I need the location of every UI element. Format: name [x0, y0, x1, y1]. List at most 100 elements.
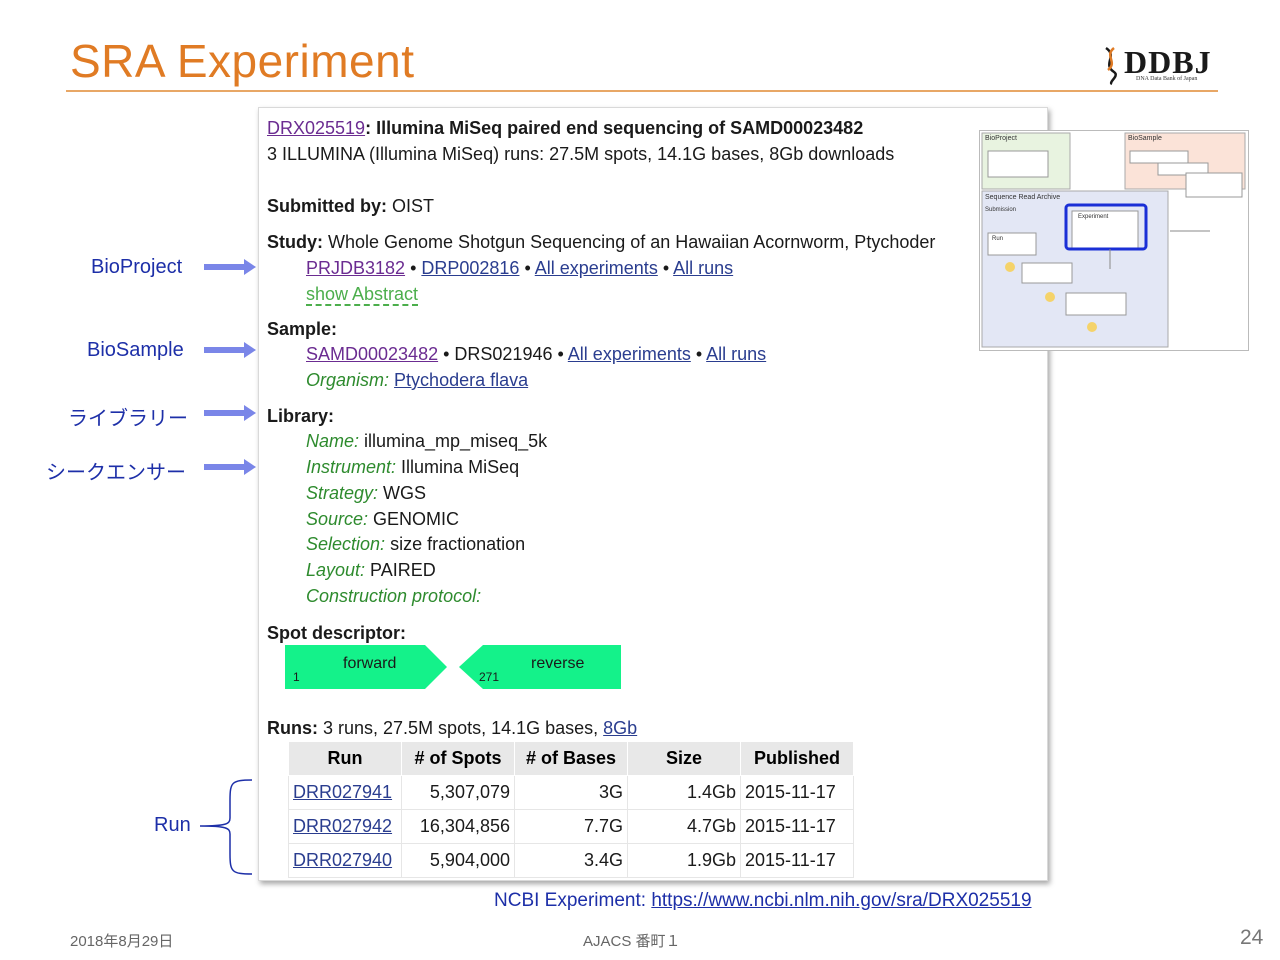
separator: •	[690, 344, 707, 364]
spots-cell: 5,307,079	[401, 775, 515, 810]
sample-all-experiments-link[interactable]: All experiments	[567, 344, 691, 364]
study-all-experiments-link[interactable]: All experiments	[534, 258, 658, 278]
experiment-summary: 3 ILLUMINA (Illumina MiSeq) runs: 27.5M …	[267, 144, 895, 164]
runs-download-link[interactable]: 8Gb	[603, 718, 638, 738]
experiment-accession-link[interactable]: DRX025519	[267, 118, 366, 138]
drp-link[interactable]: DRP002816	[421, 258, 520, 278]
mini-sra-label: Sequence Read Archive	[985, 194, 1061, 201]
field-value: Illumina MiSeq	[396, 457, 520, 477]
published-cell: 2015-11-17	[740, 809, 854, 844]
spots-cell: 16,304,856	[401, 809, 515, 844]
mini-biosample-label: BioSample	[1128, 135, 1162, 142]
library-field: Construction protocol:	[306, 586, 481, 607]
size-cell: 1.9Gb	[627, 843, 741, 878]
size-cell: 1.4Gb	[627, 775, 741, 810]
table-header: Run	[288, 741, 402, 776]
annotation-library: ライブラリー	[68, 408, 188, 430]
mini-bioproject-label: BioProject	[985, 135, 1017, 142]
field-value: PAIRED	[365, 560, 436, 580]
submitted-label: Submitted by:	[267, 196, 387, 216]
page-number: 24	[1240, 926, 1264, 949]
published-cell: 2015-11-17	[740, 843, 854, 878]
run-cell: DRR027942	[288, 809, 402, 844]
runs-table: Run # of Spots # of Bases Size Published…	[288, 741, 854, 878]
logo-text: DDBJ	[1124, 44, 1212, 80]
field-value: WGS	[378, 483, 427, 503]
run-bracket-icon	[199, 779, 253, 875]
organism-line: Organism: Ptychodera flava	[306, 370, 528, 391]
run-link[interactable]: DRR027942	[293, 816, 393, 836]
submitted-value: OIST	[387, 196, 435, 216]
sample-label: Sample:	[267, 319, 338, 339]
field-value: size fractionation	[385, 534, 526, 554]
study-links: PRJDB3182 • DRP002816 • All experiments …	[306, 258, 733, 279]
ncbi-url-link[interactable]: https://www.ncbi.nlm.nih.gov/sra/DRX0255…	[651, 890, 1032, 911]
separator: •	[657, 258, 674, 278]
table-header: # of Spots	[401, 741, 515, 776]
organism-link[interactable]: Ptychodera flava	[394, 370, 529, 390]
drs-accession: DRS021946	[454, 344, 553, 364]
size-cell: 4.7Gb	[627, 809, 741, 844]
organism-label: Organism:	[306, 370, 390, 390]
study-line: Study: Whole Genome Shotgun Sequencing o…	[267, 232, 935, 253]
spot-descriptor-label: Spot descriptor:	[267, 623, 407, 643]
study-all-runs-link[interactable]: All runs	[673, 258, 734, 278]
experiment-title: : Illumina MiSeq paired end sequencing o…	[365, 118, 864, 138]
footer-date: 2018年8月29日	[70, 933, 174, 950]
table-header: # of Bases	[514, 741, 628, 776]
reverse-label: reverse	[531, 655, 585, 672]
field-label: Layout:	[306, 560, 366, 580]
ddbj-logo: DDBJ DNA Data Bank of Japan	[1100, 44, 1220, 86]
separator: •	[519, 258, 535, 278]
forward-read-shape	[285, 645, 447, 689]
bioproject-link[interactable]: PRJDB3182	[306, 258, 406, 278]
run-link[interactable]: DRR027941	[293, 782, 393, 802]
spots-cell: 5,904,000	[401, 843, 515, 878]
mini-run-label: Run	[992, 236, 1004, 242]
separator: •	[552, 344, 568, 364]
annotation-bioproject: BioProject	[91, 256, 183, 278]
footer-center: AJACS 番町１	[583, 933, 681, 950]
ncbi-label: NCBI Experiment:	[494, 890, 652, 911]
forward-label: forward	[343, 655, 397, 672]
title-rule	[66, 90, 1218, 92]
library-field: Layout: PAIRED	[306, 560, 436, 581]
table-header: Published	[740, 741, 854, 776]
table-row: DRR027942 16,304,856 7.7G 4.7Gb 2015-11-…	[288, 809, 854, 844]
library-label: Library:	[267, 406, 335, 426]
study-value: Whole Genome Shotgun Sequencing of an Ha…	[323, 232, 936, 252]
biosample-link[interactable]: SAMD00023482	[306, 344, 439, 364]
reverse-read-shape	[459, 645, 621, 689]
sra-diagram-graphic	[981, 132, 1246, 348]
field-label: Construction protocol:	[306, 586, 482, 606]
bases-cell: 7.7G	[514, 809, 628, 844]
runs-label: Runs:	[267, 718, 318, 738]
runs-summary: Runs: 3 runs, 27.5M spots, 14.1G bases, …	[267, 718, 637, 739]
bases-cell: 3.4G	[514, 843, 628, 878]
ncbi-experiment-link-line: NCBI Experiment: https://www.ncbi.nlm.ni…	[494, 890, 1032, 912]
study-label: Study:	[267, 232, 323, 252]
annotation-biosample: BioSample	[87, 339, 184, 361]
experiment-heading: DRX025519: Illumina MiSeq paired end seq…	[267, 118, 863, 139]
logo-subtitle: DNA Data Bank of Japan	[1136, 76, 1198, 82]
mini-submission-label: Submission	[985, 207, 1017, 213]
submitted-by: Submitted by: OIST	[267, 196, 434, 217]
reverse-position: 271	[479, 670, 500, 684]
mini-experiment-label: Experiment	[1078, 214, 1109, 220]
run-link[interactable]: DRR027940	[293, 850, 393, 870]
separator: •	[405, 258, 422, 278]
show-abstract-toggle[interactable]: show Abstract	[306, 284, 419, 306]
slide-title: SRA Experiment	[70, 35, 415, 87]
show-abstract-label[interactable]: show Abstract	[306, 284, 419, 306]
field-label: Source:	[306, 509, 369, 529]
field-value: illumina_mp_miseq_5k	[359, 431, 548, 451]
arrow-right-icon	[204, 259, 256, 275]
arrow-right-icon	[204, 405, 256, 421]
sample-all-runs-link[interactable]: All runs	[706, 344, 767, 364]
sra-structure-diagram: BioProject BioSample Sequence Read Archi…	[979, 130, 1249, 351]
annotation-run: Run	[154, 814, 191, 836]
table-header-row: Run # of Spots # of Bases Size Published	[288, 741, 854, 776]
sample-links: SAMD00023482 • DRS021946 • All experimen…	[306, 344, 766, 365]
dna-helix-icon	[1105, 46, 1117, 86]
spot-descriptor-graphic	[285, 645, 621, 689]
